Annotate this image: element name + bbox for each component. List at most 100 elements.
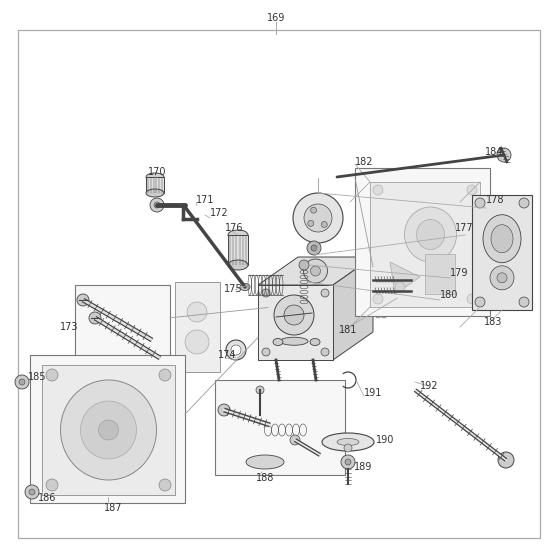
Circle shape	[490, 266, 514, 290]
Circle shape	[25, 485, 39, 499]
Circle shape	[321, 289, 329, 297]
Circle shape	[391, 306, 397, 312]
Circle shape	[15, 375, 29, 389]
Ellipse shape	[273, 338, 283, 346]
Circle shape	[321, 348, 329, 356]
Text: 189: 189	[354, 462, 372, 472]
Circle shape	[365, 306, 371, 312]
Ellipse shape	[280, 337, 308, 346]
Circle shape	[344, 444, 352, 452]
Text: 171: 171	[196, 195, 214, 205]
Circle shape	[311, 207, 316, 213]
Circle shape	[407, 276, 415, 283]
Circle shape	[362, 290, 368, 296]
Bar	[228, 235, 248, 265]
Bar	[258, 285, 333, 360]
Circle shape	[304, 204, 332, 232]
Ellipse shape	[483, 214, 521, 263]
Circle shape	[395, 295, 401, 301]
Circle shape	[231, 345, 241, 355]
Circle shape	[370, 281, 376, 287]
Text: 191: 191	[364, 388, 382, 398]
Circle shape	[159, 479, 171, 491]
Text: 182: 182	[355, 157, 374, 167]
Circle shape	[19, 379, 25, 385]
Circle shape	[497, 273, 507, 283]
Circle shape	[274, 295, 314, 335]
Circle shape	[226, 340, 246, 360]
Text: 170: 170	[148, 167, 166, 177]
Bar	[215, 380, 345, 475]
Ellipse shape	[310, 338, 320, 346]
Text: 181: 181	[339, 325, 357, 335]
Circle shape	[262, 289, 270, 297]
Bar	[425, 254, 455, 294]
Circle shape	[185, 330, 209, 354]
Circle shape	[308, 221, 314, 226]
Text: 183: 183	[484, 317, 502, 327]
Text: 188: 188	[256, 473, 274, 483]
Ellipse shape	[146, 173, 164, 181]
Ellipse shape	[404, 207, 456, 262]
Circle shape	[310, 266, 320, 276]
Circle shape	[368, 285, 394, 311]
Text: 184: 184	[485, 147, 503, 157]
Text: 179: 179	[450, 268, 469, 278]
Text: 178: 178	[486, 195, 505, 205]
Text: 185: 185	[28, 372, 46, 382]
Ellipse shape	[337, 438, 359, 446]
Bar	[30, 355, 185, 503]
Circle shape	[321, 221, 327, 227]
Circle shape	[89, 312, 101, 324]
Bar	[146, 177, 164, 193]
Circle shape	[519, 198, 529, 208]
Circle shape	[475, 297, 485, 307]
Polygon shape	[258, 257, 373, 285]
Circle shape	[311, 245, 317, 251]
Text: 175: 175	[224, 284, 242, 294]
Ellipse shape	[246, 455, 284, 469]
Bar	[370, 182, 480, 307]
Circle shape	[386, 310, 393, 316]
Circle shape	[299, 260, 309, 270]
Text: 172: 172	[210, 208, 228, 218]
Circle shape	[386, 281, 393, 287]
Circle shape	[467, 185, 477, 195]
Circle shape	[375, 312, 381, 318]
Circle shape	[370, 310, 376, 316]
Circle shape	[394, 290, 400, 296]
Circle shape	[99, 420, 119, 440]
Circle shape	[394, 301, 400, 307]
Circle shape	[381, 312, 387, 318]
Circle shape	[373, 294, 383, 304]
Bar	[75, 285, 170, 367]
Bar	[42, 365, 175, 495]
Ellipse shape	[417, 220, 445, 250]
Circle shape	[345, 459, 351, 465]
Text: 190: 190	[376, 435, 394, 445]
Circle shape	[262, 348, 270, 356]
Circle shape	[187, 302, 207, 322]
Ellipse shape	[322, 433, 374, 451]
Circle shape	[150, 198, 164, 212]
Text: 176: 176	[225, 223, 244, 233]
Ellipse shape	[228, 230, 248, 240]
Circle shape	[467, 294, 477, 304]
Text: 174: 174	[218, 350, 236, 360]
Circle shape	[46, 479, 58, 491]
Circle shape	[293, 193, 343, 243]
Circle shape	[29, 489, 35, 495]
Circle shape	[475, 198, 485, 208]
Circle shape	[407, 287, 415, 295]
Ellipse shape	[146, 189, 164, 197]
Circle shape	[284, 305, 304, 325]
Circle shape	[391, 284, 397, 290]
Text: 177: 177	[455, 223, 474, 233]
Ellipse shape	[60, 380, 156, 480]
Circle shape	[154, 202, 160, 208]
Circle shape	[159, 369, 171, 381]
Circle shape	[381, 278, 387, 284]
Circle shape	[304, 259, 328, 283]
Circle shape	[77, 294, 89, 306]
Circle shape	[307, 241, 321, 255]
